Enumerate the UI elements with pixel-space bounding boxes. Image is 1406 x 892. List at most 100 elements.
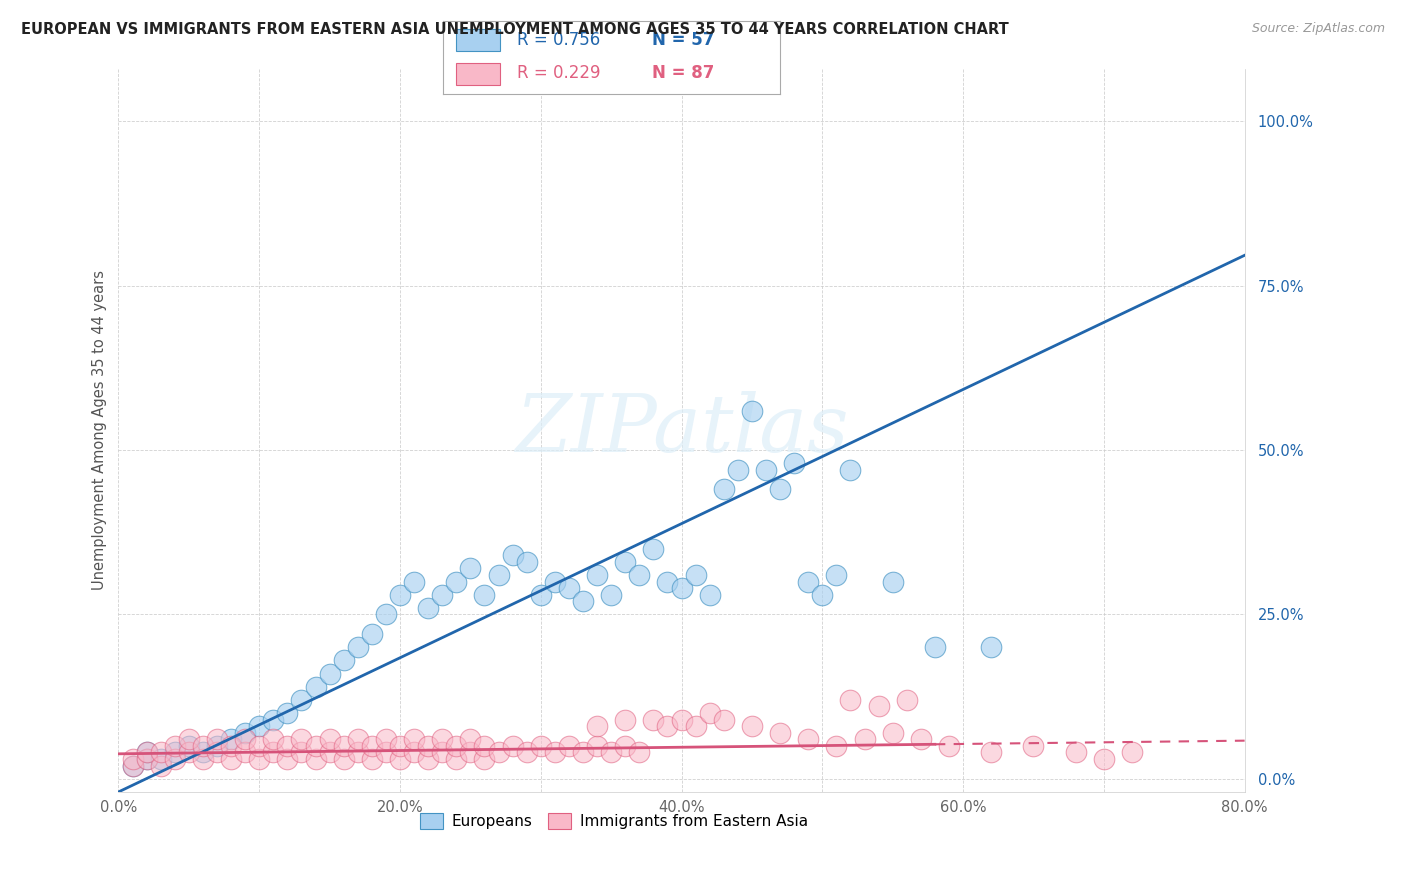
Point <box>600 746 623 760</box>
Point <box>544 574 567 589</box>
Point <box>980 746 1002 760</box>
Point <box>318 666 340 681</box>
Point <box>1064 746 1087 760</box>
Point <box>488 568 510 582</box>
Point <box>685 719 707 733</box>
Point <box>418 752 440 766</box>
Point <box>474 752 496 766</box>
Point <box>276 706 298 720</box>
Point <box>643 713 665 727</box>
Point <box>388 752 411 766</box>
Point <box>685 568 707 582</box>
Point <box>163 752 186 766</box>
Point <box>825 739 848 753</box>
Point <box>460 732 482 747</box>
Point <box>418 739 440 753</box>
Y-axis label: Unemployment Among Ages 35 to 44 years: Unemployment Among Ages 35 to 44 years <box>93 270 107 591</box>
Point <box>121 758 143 772</box>
Point <box>558 739 581 753</box>
Point <box>544 746 567 760</box>
Point <box>360 752 382 766</box>
Point <box>135 752 157 766</box>
Point <box>388 739 411 753</box>
Point <box>219 739 242 753</box>
Point <box>488 746 510 760</box>
Point <box>360 739 382 753</box>
Point <box>304 680 326 694</box>
Point <box>219 732 242 747</box>
Point <box>121 758 143 772</box>
Point <box>332 653 354 667</box>
Point <box>825 568 848 582</box>
Point <box>332 739 354 753</box>
Point <box>460 561 482 575</box>
Point <box>727 463 749 477</box>
Point <box>628 568 651 582</box>
Point <box>502 548 524 562</box>
Point <box>262 746 284 760</box>
Point <box>938 739 960 753</box>
Point <box>402 574 425 589</box>
Point <box>177 732 200 747</box>
Text: ZIPatlas: ZIPatlas <box>515 392 848 469</box>
Point <box>741 719 763 733</box>
Point <box>699 706 721 720</box>
Point <box>374 746 396 760</box>
Point <box>290 746 312 760</box>
Point <box>502 739 524 753</box>
Point <box>432 732 454 747</box>
Text: N = 87: N = 87 <box>652 64 714 82</box>
Point <box>304 739 326 753</box>
Point <box>346 640 368 655</box>
Point <box>643 541 665 556</box>
Point <box>388 588 411 602</box>
Point <box>980 640 1002 655</box>
Point <box>797 574 820 589</box>
Point <box>149 746 172 760</box>
Point <box>332 752 354 766</box>
Point <box>882 574 904 589</box>
Point <box>177 746 200 760</box>
FancyBboxPatch shape <box>457 29 501 51</box>
Point <box>924 640 946 655</box>
Point <box>671 581 693 595</box>
Point <box>614 739 637 753</box>
Text: N = 57: N = 57 <box>652 31 714 49</box>
Legend: Europeans, Immigrants from Eastern Asia: Europeans, Immigrants from Eastern Asia <box>413 806 814 835</box>
Point <box>1092 752 1115 766</box>
Point <box>402 746 425 760</box>
Point <box>233 725 256 739</box>
Point <box>839 463 862 477</box>
Point <box>290 693 312 707</box>
Point <box>446 739 468 753</box>
Point <box>233 732 256 747</box>
Point <box>163 746 186 760</box>
Point <box>783 456 806 470</box>
Point <box>474 739 496 753</box>
Point <box>135 752 157 766</box>
Point <box>586 568 609 582</box>
Point <box>516 555 538 569</box>
Point <box>516 746 538 760</box>
Point <box>360 627 382 641</box>
Point <box>1121 746 1143 760</box>
Point <box>586 719 609 733</box>
Point <box>290 732 312 747</box>
Point <box>530 739 553 753</box>
Point <box>769 483 792 497</box>
Point <box>769 725 792 739</box>
Point <box>853 732 876 747</box>
Point <box>741 403 763 417</box>
Point <box>657 574 679 589</box>
Point <box>346 746 368 760</box>
Point <box>418 600 440 615</box>
Point <box>262 732 284 747</box>
Point <box>699 588 721 602</box>
Point <box>247 719 270 733</box>
Point <box>614 555 637 569</box>
Point <box>205 739 228 753</box>
Point <box>318 746 340 760</box>
Point <box>432 588 454 602</box>
Point <box>163 739 186 753</box>
Point <box>135 746 157 760</box>
